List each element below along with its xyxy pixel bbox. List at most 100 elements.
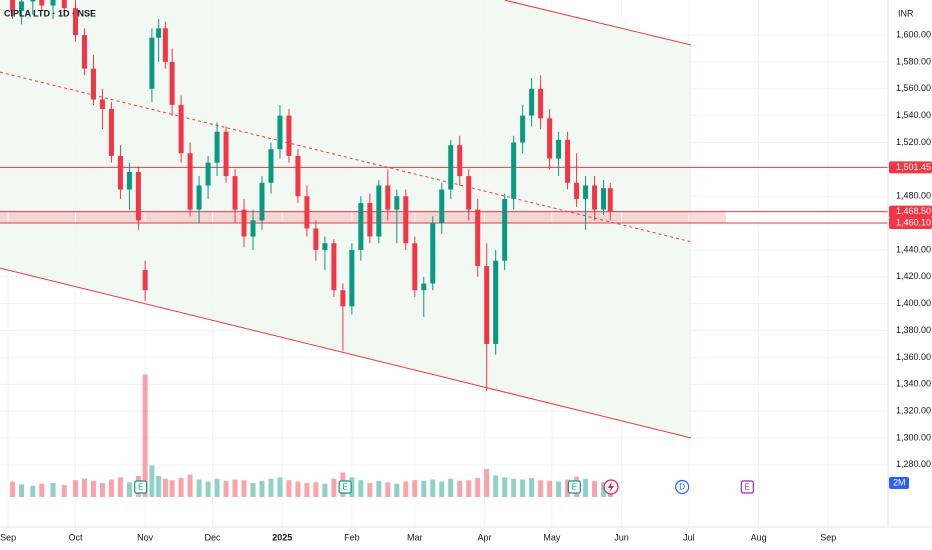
candle-body <box>19 1 25 11</box>
candle-body <box>99 99 105 109</box>
volume-bar <box>421 480 427 497</box>
candle-body <box>547 118 553 159</box>
volume-bar <box>223 480 229 497</box>
candle-body <box>30 0 36 2</box>
candle-body <box>223 131 229 177</box>
candle-body <box>81 35 87 69</box>
candle-body <box>466 176 472 210</box>
volume-bar <box>126 482 132 497</box>
volume-bar <box>439 481 445 497</box>
volume-bar <box>538 480 544 497</box>
candle-body <box>502 198 508 261</box>
y-tick-label: 1,540.00 <box>896 110 931 120</box>
candle-body <box>367 202 373 237</box>
candle-body <box>304 196 310 229</box>
candle-body <box>241 209 247 237</box>
candle-body <box>295 155 301 197</box>
event-label: E <box>572 483 577 492</box>
volume-bar <box>547 480 553 497</box>
y-tick-label: 1,300.00 <box>896 432 931 442</box>
y-tick-label: 1,520.00 <box>896 137 931 147</box>
level-tag <box>889 205 932 218</box>
trendline <box>0 267 692 439</box>
volume-bar <box>156 476 162 497</box>
volume-bar <box>50 483 56 497</box>
volume-bar <box>430 479 436 497</box>
volume-bar <box>259 480 265 497</box>
x-tick-label: Dec <box>205 532 222 542</box>
event-label: E <box>342 483 347 492</box>
x-tick-label: Sep <box>820 532 836 542</box>
volume-bar <box>205 481 211 497</box>
volume-bar <box>412 480 418 497</box>
candle-body <box>149 37 155 89</box>
x-tick-label: Aug <box>751 532 767 542</box>
volume-bar <box>358 480 364 497</box>
candle-body <box>232 176 238 210</box>
volume-bar <box>142 374 148 497</box>
y-tick-label: 1,360.00 <box>896 352 931 362</box>
volume-bar <box>250 483 256 497</box>
volume-bar <box>592 480 598 497</box>
candle-body <box>250 220 256 237</box>
x-tick-label: Jul <box>683 532 695 542</box>
level-tag <box>889 161 932 174</box>
candle-body <box>313 228 319 250</box>
y-tick-label: 1,580.00 <box>896 56 931 66</box>
lightning-icon <box>603 479 619 495</box>
volume-bar <box>394 483 400 497</box>
volume-bar <box>601 482 607 497</box>
candle-body <box>187 153 193 210</box>
x-tick-label: May <box>543 532 561 542</box>
candle-body <box>475 209 481 267</box>
candle-body <box>72 8 78 36</box>
volume-bar <box>583 478 589 497</box>
volume-bar <box>475 478 481 497</box>
trendline <box>504 0 692 46</box>
volume-bar <box>466 480 472 497</box>
candle-body <box>358 202 364 250</box>
candle-body <box>592 185 598 210</box>
volume-bar <box>484 469 490 497</box>
candle-body <box>135 172 141 221</box>
candle-body <box>583 185 589 199</box>
volume-bar <box>286 480 292 497</box>
candle-body <box>108 108 114 156</box>
axes-layer: 1,280.00 1,300.00 1,320.00 1,340.00 1,360.00… <box>0 29 932 542</box>
volume-bar <box>178 478 184 497</box>
candle-body <box>394 196 400 210</box>
candle-body <box>385 185 391 210</box>
candle-body <box>511 142 517 199</box>
candle-body <box>90 68 96 100</box>
volume-bar <box>556 481 562 497</box>
volume-bar <box>187 474 193 497</box>
event-label: E <box>745 483 750 492</box>
candle-body <box>493 260 499 344</box>
volume-bar <box>502 477 508 497</box>
candle-body <box>214 131 220 163</box>
event-marker <box>567 480 581 494</box>
candle-body <box>61 0 67 9</box>
candle-body <box>538 88 544 119</box>
candle-body <box>448 145 454 190</box>
x-tick-label: Sep <box>0 532 16 542</box>
volume-bar <box>19 484 25 497</box>
candle-body <box>10 0 16 11</box>
volume-bar <box>331 478 337 497</box>
candle-body <box>421 283 427 291</box>
candle-body <box>574 182 580 199</box>
candle-body <box>565 139 571 183</box>
event-marker <box>134 480 148 494</box>
candle-body <box>178 104 184 154</box>
candle-body <box>142 270 148 291</box>
y-tick-label: 1,600.00 <box>896 29 931 39</box>
currency-label: INR <box>898 8 914 18</box>
volume-bar <box>376 480 382 497</box>
level-tag <box>889 216 932 229</box>
chart-title: CIPLA LTD · 1D · NSE <box>4 8 96 18</box>
volume-bar <box>457 480 463 497</box>
volume-bar <box>385 482 391 497</box>
candle-body <box>601 188 607 210</box>
